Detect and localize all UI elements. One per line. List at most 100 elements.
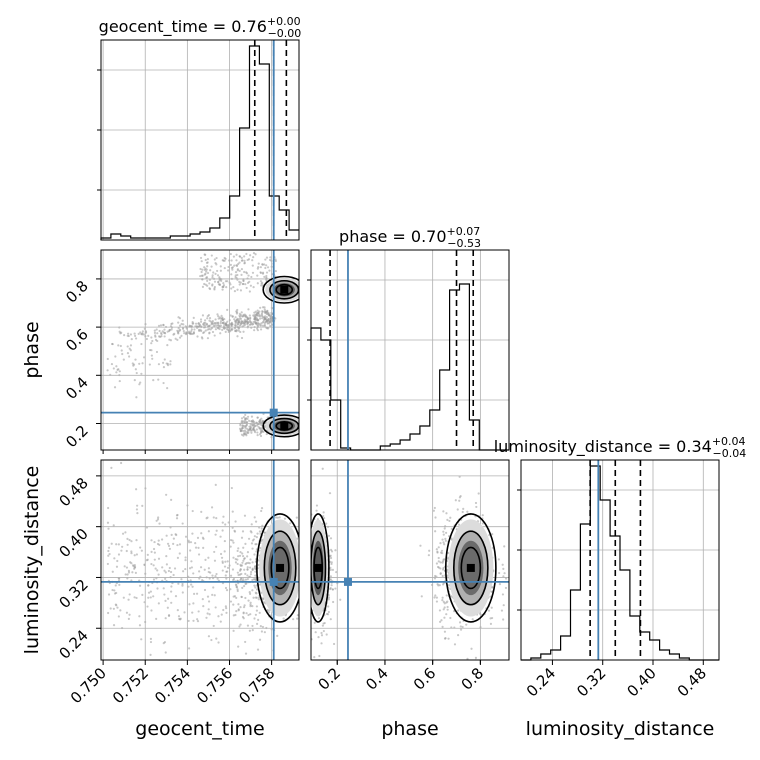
sample-point bbox=[118, 330, 121, 333]
sample-point bbox=[199, 318, 203, 321]
sample-point bbox=[258, 611, 261, 614]
sample-point bbox=[115, 543, 118, 546]
sample-point bbox=[192, 572, 195, 575]
sample-point bbox=[155, 350, 159, 354]
sample-point bbox=[155, 519, 158, 522]
sample-point bbox=[206, 258, 209, 261]
sample-point bbox=[256, 416, 259, 419]
sample-point bbox=[308, 468, 310, 470]
sample-point bbox=[267, 327, 270, 330]
sample-point bbox=[164, 651, 167, 654]
sample-point bbox=[113, 557, 116, 560]
sample-point bbox=[501, 593, 505, 596]
sample-point bbox=[243, 417, 247, 421]
sample-point bbox=[176, 556, 180, 559]
sample-point bbox=[120, 461, 123, 465]
sample-point bbox=[328, 492, 332, 495]
panel-frame bbox=[100, 39, 300, 241]
sample-point bbox=[249, 558, 252, 561]
sample-point bbox=[221, 316, 224, 319]
sample-point bbox=[222, 515, 225, 518]
sample-point bbox=[313, 621, 316, 624]
x-tick-label: 0.6 bbox=[410, 664, 440, 694]
sample-point bbox=[208, 577, 211, 580]
sample-point bbox=[168, 547, 172, 550]
histogram-step bbox=[100, 45, 299, 240]
sample-point bbox=[256, 274, 259, 277]
sample-point bbox=[183, 611, 186, 614]
sample-point bbox=[250, 415, 254, 418]
contour-line bbox=[313, 546, 324, 590]
sample-point bbox=[266, 322, 269, 325]
sample-point bbox=[242, 578, 245, 581]
sample-point bbox=[251, 568, 254, 571]
sample-point bbox=[232, 556, 235, 559]
sample-point bbox=[446, 556, 449, 559]
sample-point bbox=[197, 610, 200, 613]
sample-point bbox=[199, 267, 202, 271]
sample-point bbox=[304, 576, 306, 578]
sample-point bbox=[224, 605, 227, 608]
panel-title: phase = 0.70+0.07 −0.53 bbox=[339, 225, 481, 250]
sample-point bbox=[489, 595, 492, 598]
sample-point bbox=[207, 608, 210, 611]
sample-point bbox=[255, 319, 259, 322]
sample-point bbox=[200, 270, 203, 274]
sample-point bbox=[458, 496, 462, 499]
sample-point bbox=[110, 466, 113, 470]
sample-point bbox=[231, 315, 234, 318]
sample-point bbox=[134, 358, 137, 361]
sample-point bbox=[257, 312, 260, 315]
sample-point bbox=[193, 328, 196, 331]
sample-point bbox=[239, 568, 242, 571]
sample-point bbox=[254, 310, 257, 313]
sample-point bbox=[147, 591, 151, 594]
sample-point bbox=[459, 628, 463, 631]
sample-point bbox=[198, 570, 201, 573]
sample-point bbox=[233, 320, 237, 323]
sample-point bbox=[335, 570, 338, 574]
sample-point bbox=[139, 381, 142, 384]
sample-point bbox=[230, 486, 233, 490]
sample-point bbox=[252, 426, 255, 429]
sample-point bbox=[234, 324, 237, 327]
sample-point bbox=[223, 565, 227, 568]
sample-point bbox=[321, 624, 324, 627]
hist-panel-geocent_time bbox=[97, 39, 300, 241]
sample-point bbox=[292, 618, 295, 621]
sample-point bbox=[209, 269, 212, 272]
sample-point bbox=[204, 329, 207, 332]
sample-point bbox=[216, 322, 220, 325]
sample-point bbox=[329, 554, 332, 557]
sample-point bbox=[259, 546, 262, 550]
sample-point bbox=[213, 594, 216, 597]
sample-point bbox=[231, 526, 234, 529]
sample-point bbox=[201, 314, 205, 317]
hist-panel-phase bbox=[307, 249, 510, 451]
sample-point bbox=[250, 570, 253, 574]
sample-point bbox=[435, 600, 439, 603]
sample-point bbox=[243, 557, 246, 561]
panel-content bbox=[101, 250, 299, 450]
sample-point bbox=[442, 608, 445, 611]
sample-point bbox=[126, 573, 129, 576]
sample-point bbox=[247, 308, 250, 311]
sample-point bbox=[449, 516, 452, 519]
x-tick-label: 0.40 bbox=[623, 664, 659, 700]
sample-point bbox=[442, 600, 445, 603]
sample-point bbox=[180, 578, 183, 581]
sample-point bbox=[307, 617, 309, 619]
sample-point bbox=[166, 344, 169, 347]
contour-line bbox=[270, 546, 290, 590]
sample-point bbox=[110, 542, 113, 545]
sample-point bbox=[323, 516, 326, 520]
sample-point bbox=[265, 256, 269, 259]
sample-point bbox=[330, 561, 333, 564]
sample-point bbox=[136, 504, 139, 507]
sample-point bbox=[203, 266, 206, 269]
sample-point bbox=[326, 613, 330, 616]
sample-point bbox=[149, 653, 152, 656]
sample-point bbox=[164, 599, 167, 602]
sample-point bbox=[226, 320, 229, 323]
sample-point bbox=[182, 570, 185, 573]
